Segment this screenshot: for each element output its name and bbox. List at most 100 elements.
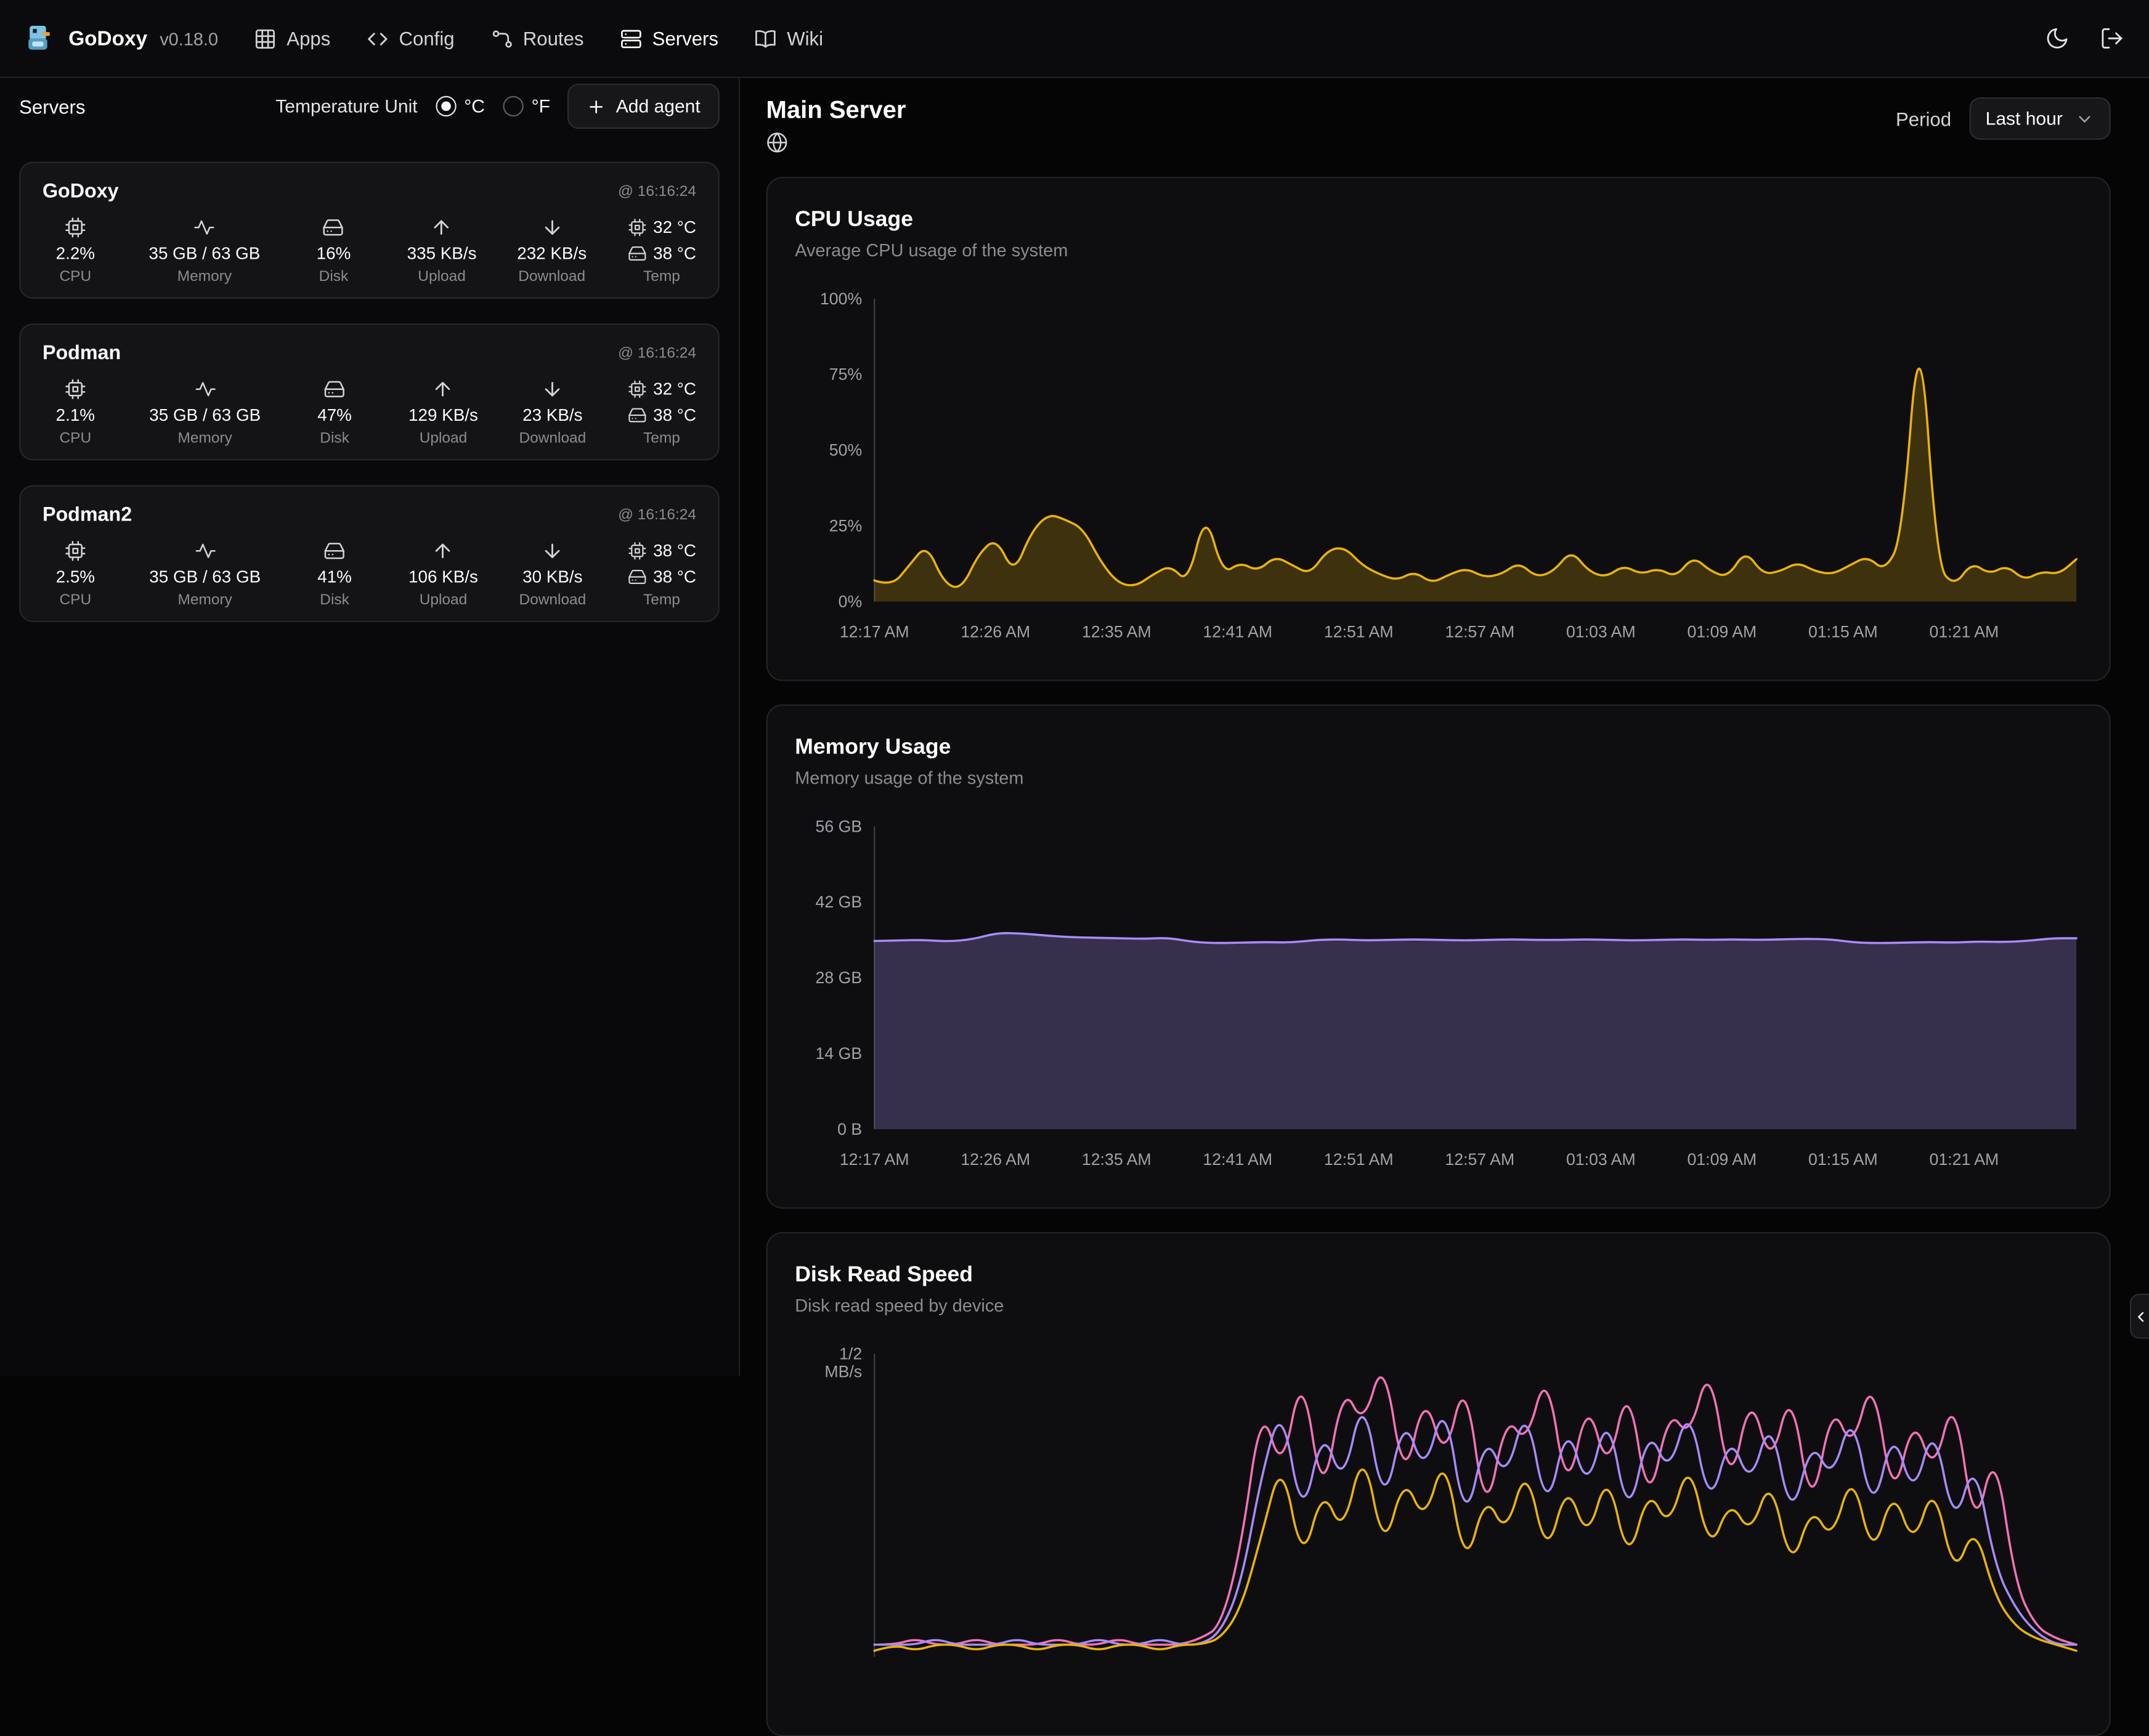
memory-value: 35 GB / 63 GB (149, 566, 261, 586)
arrow-up-icon (433, 539, 455, 561)
svg-text:01:09 AM: 01:09 AM (1687, 622, 1757, 641)
svg-text:12:26 AM: 12:26 AM (961, 622, 1030, 641)
cpu-value: 2.2% (55, 243, 95, 262)
cpu-value: 2.5% (55, 566, 95, 586)
chart-title: CPU Usage (795, 208, 914, 232)
activity-icon (193, 216, 216, 238)
svg-text:12:51 AM: 12:51 AM (1324, 622, 1394, 641)
nav-item-wiki[interactable]: Wiki (754, 26, 823, 50)
main-title-block: Main Server (766, 93, 906, 160)
memory-usage-chart[interactable]: 56 GB 42 GB 28 GB 14 GB 0 B 12:17 AM 12:26 AM 1… (795, 813, 2084, 1175)
upload-label: Upload (419, 591, 468, 608)
server-card-podman[interactable]: Podman @ 16:16:24 2.1% CPU 35 GB / 63 GB… (19, 323, 720, 461)
download-label: Download (518, 267, 586, 285)
main-nav: Apps Config Routes Servers Wiki (254, 26, 823, 50)
cpu-temp-row: 38 °C (627, 541, 696, 560)
server-name: GoDoxy (42, 180, 119, 203)
nav-item-apps[interactable]: Apps (254, 26, 330, 50)
sidebar-header: Servers Temperature Unit °C °F Add agent (19, 83, 720, 129)
svg-text:28 GB: 28 GB (816, 968, 863, 987)
stat-download: 23 KB/s Download (519, 376, 586, 448)
temp-label: Temp (643, 429, 680, 447)
disk-label: Disk (320, 429, 349, 447)
disk-read-speed-card: Disk Read Speed Disk read speed by devic… (766, 1231, 2111, 1736)
svg-text:0%: 0% (839, 592, 863, 610)
cpu-usage-chart[interactable]: 100% 75% 50% 25% 0% 12:17 AM 12:26 AM 12:35 AM 1… (795, 285, 2084, 648)
upload-value: 335 KB/s (407, 243, 477, 262)
cpu-temp-value: 38 °C (653, 540, 696, 560)
server-card-header: Podman2 @ 16:16:24 (43, 501, 696, 529)
collapse-drawer-handle[interactable] (2129, 1293, 2149, 1339)
svg-text:25%: 25% (829, 517, 862, 535)
hard-drive-icon (323, 216, 345, 238)
server-name: Podman2 (42, 504, 132, 527)
cpu-icon (65, 216, 87, 238)
svg-text:01:03 AM: 01:03 AM (1566, 1150, 1636, 1169)
svg-text:01:15 AM: 01:15 AM (1808, 622, 1878, 641)
cpu-usage-card: CPU Usage Average CPU usage of the syste… (766, 176, 2111, 681)
nav-item-servers[interactable]: Servers (619, 26, 718, 50)
stat-cpu: 2.1% CPU (43, 376, 108, 448)
main-content: Main Server Period Last hour CPU Usage A… (741, 78, 2149, 1736)
svg-text:12:41 AM: 12:41 AM (1203, 1150, 1272, 1169)
fahrenheit-radio[interactable]: °F (502, 95, 550, 117)
stat-upload: 106 KB/s Upload (408, 537, 478, 610)
temp-label: Temp (643, 267, 680, 285)
chart-title: Disk Read Speed (795, 1263, 973, 1287)
arrow-down-icon (542, 539, 564, 561)
disk-temp-row: 38 °C (627, 243, 696, 262)
server-card-podman2[interactable]: Podman2 @ 16:16:24 2.5% CPU 35 GB / 63 G… (19, 485, 720, 622)
svg-text:14 GB: 14 GB (816, 1044, 863, 1063)
memory-usage-card: Memory Usage Memory usage of the system … (766, 704, 2111, 1209)
add-agent-button[interactable]: Add agent (567, 83, 720, 129)
celsius-radio[interactable]: °C (435, 95, 485, 117)
server-url-row[interactable] (766, 132, 906, 161)
server-card-list: GoDoxy @ 16:16:24 2.2% CPU 35 GB / 63 GB… (19, 161, 720, 622)
cpu-label: CPU (59, 591, 92, 608)
server-timestamp: @ 16:16:24 (618, 345, 697, 362)
navbar-actions (2045, 26, 2124, 51)
svg-text:100%: 100% (820, 290, 862, 308)
period-control: Period Last hour (1896, 97, 2111, 140)
nav-label: Wiki (787, 27, 824, 50)
download-label: Download (519, 591, 587, 608)
upload-label: Upload (418, 267, 466, 285)
svg-text:50%: 50% (829, 441, 862, 460)
period-select[interactable]: Last hour (1968, 97, 2111, 140)
stat-temp: 32 °C 38 °C Temp (627, 214, 696, 286)
nav-label: Servers (652, 27, 718, 50)
download-value: 30 KB/s (522, 566, 583, 586)
stat-upload: 335 KB/s Upload (407, 214, 477, 286)
add-agent-label: Add agent (615, 95, 701, 117)
stat-memory: 35 GB / 63 GB Memory (149, 376, 261, 448)
download-label: Download (519, 429, 587, 447)
stat-disk: 41% Disk (302, 537, 368, 610)
server-timestamp: @ 16:16:24 (618, 507, 697, 524)
version-label: v0.18.0 (160, 28, 219, 49)
theme-toggle-button[interactable] (2045, 26, 2070, 51)
disk-value: 41% (317, 566, 352, 586)
svg-text:12:17 AM: 12:17 AM (840, 622, 909, 641)
nav-item-routes[interactable]: Routes (490, 26, 583, 50)
hard-drive-icon (627, 567, 646, 586)
disk-temp-value: 38 °C (653, 243, 697, 262)
download-value: 23 KB/s (522, 405, 583, 424)
hard-drive-icon (323, 378, 346, 400)
nav-label: Config (399, 27, 455, 50)
chevron-down-icon (2075, 109, 2094, 128)
nav-item-config[interactable]: Config (366, 26, 455, 50)
server-name: Podman (42, 343, 121, 365)
servers-sidebar: Servers Temperature Unit °C °F Add agent (0, 78, 741, 1376)
disk-read-speed-chart[interactable]: 1/2 MB/s (795, 1341, 2084, 1703)
svg-text:01:03 AM: 01:03 AM (1566, 622, 1636, 641)
radio-unchecked-icon (502, 95, 524, 117)
server-card-godoxy[interactable]: GoDoxy @ 16:16:24 2.2% CPU 35 GB / 63 GB… (19, 161, 720, 299)
svg-text:12:35 AM: 12:35 AM (1082, 1150, 1152, 1169)
disk-label: Disk (319, 267, 349, 285)
stat-temp: 32 °C 38 °C Temp (627, 376, 696, 448)
period-value: Last hour (1985, 108, 2063, 129)
logout-button[interactable] (2100, 26, 2124, 51)
arrow-down-icon (542, 378, 564, 400)
disk-value: 47% (317, 405, 352, 424)
svg-text:12:17 AM: 12:17 AM (840, 1150, 909, 1169)
